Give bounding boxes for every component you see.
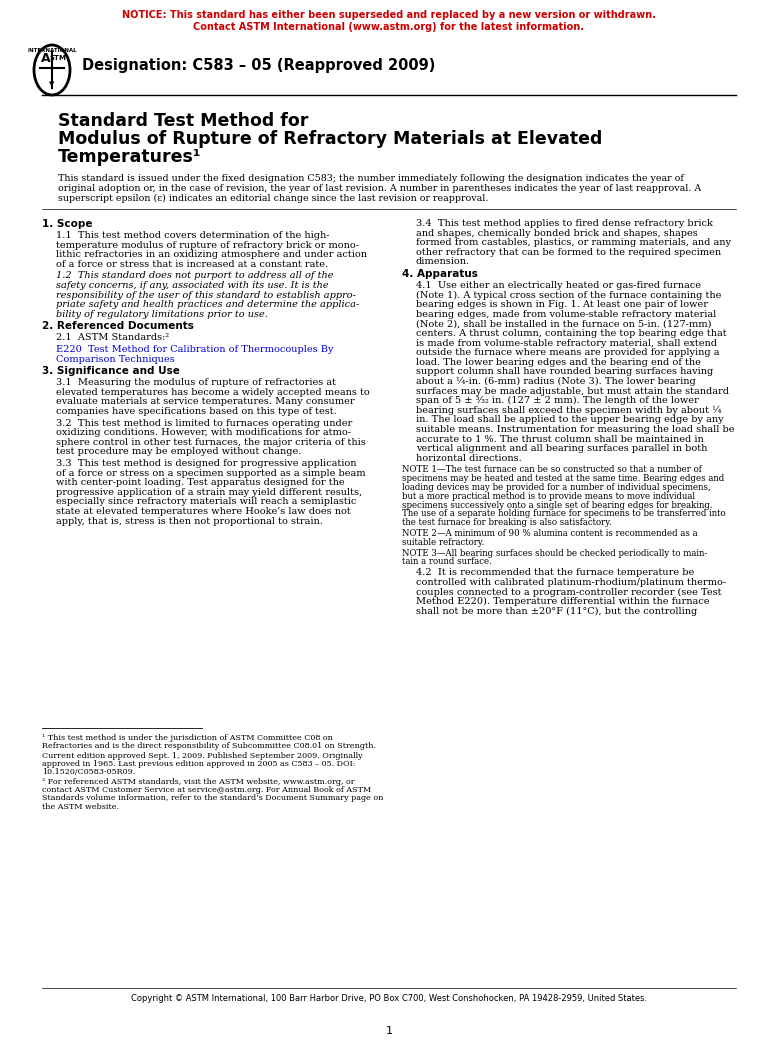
Text: controlled with calibrated platinum-rhodium/platinum thermo-: controlled with calibrated platinum-rhod… — [416, 578, 726, 587]
Text: ¹ This test method is under the jurisdiction of ASTM Committee C08 on: ¹ This test method is under the jurisdic… — [42, 734, 333, 742]
Text: 3.1  Measuring the modulus of rupture of refractories at: 3.1 Measuring the modulus of rupture of … — [56, 378, 336, 387]
Text: Temperatures¹: Temperatures¹ — [58, 148, 202, 166]
Text: progressive application of a strain may yield different results,: progressive application of a strain may … — [56, 488, 362, 497]
Text: vertical alignment and all bearing surfaces parallel in both: vertical alignment and all bearing surfa… — [416, 445, 707, 453]
Text: especially since refractory materials will reach a semiplastic: especially since refractory materials wi… — [56, 498, 356, 506]
Text: temperature modulus of rupture of refractory brick or mono-: temperature modulus of rupture of refrac… — [56, 240, 359, 250]
Text: specimens successively onto a single set of bearing edges for breaking.: specimens successively onto a single set… — [402, 501, 713, 510]
Text: tain a round surface.: tain a round surface. — [402, 557, 492, 566]
Text: bility of regulatory limitations prior to use.: bility of regulatory limitations prior t… — [56, 310, 268, 319]
Text: Current edition approved Sept. 1, 2009. Published September 2009. Originally: Current edition approved Sept. 1, 2009. … — [42, 752, 363, 760]
Text: Refractories and is the direct responsibility of Subcommittee C08.01 on Strength: Refractories and is the direct responsib… — [42, 742, 376, 751]
Text: 2.1  ASTM Standards:²: 2.1 ASTM Standards:² — [56, 333, 169, 342]
Text: NOTE 3—All bearing surfaces should be checked periodically to main-: NOTE 3—All bearing surfaces should be ch… — [402, 549, 707, 558]
Text: STM: STM — [50, 55, 66, 61]
Text: loading devices may be provided for a number of individual specimens,: loading devices may be provided for a nu… — [402, 483, 711, 492]
Text: with center-point loading. Test apparatus designed for the: with center-point loading. Test apparatu… — [56, 478, 345, 487]
Text: ² For referenced ASTM standards, visit the ASTM website, www.astm.org, or: ² For referenced ASTM standards, visit t… — [42, 778, 355, 786]
Text: shall not be more than ±20°F (11°C), but the controlling: shall not be more than ±20°F (11°C), but… — [416, 607, 697, 615]
Text: NOTE 1—The test furnace can be so constructed so that a number of: NOTE 1—The test furnace can be so constr… — [402, 465, 702, 475]
Text: priate safety and health practices and determine the applica-: priate safety and health practices and d… — [56, 300, 359, 309]
Text: and shapes, chemically bonded brick and shapes, shapes: and shapes, chemically bonded brick and … — [416, 229, 698, 237]
Text: Comparison Techniques: Comparison Techniques — [56, 355, 175, 363]
Text: elevated temperatures has become a widely accepted means to: elevated temperatures has become a widel… — [56, 388, 370, 397]
Text: E220  Test Method for Calibration of Thermocouples By: E220 Test Method for Calibration of Ther… — [56, 345, 334, 354]
Text: Modulus of Rupture of Refractory Materials at Elevated: Modulus of Rupture of Refractory Materia… — [58, 130, 602, 148]
Text: Copyright © ASTM International, 100 Barr Harbor Drive, PO Box C700, West Conshoh: Copyright © ASTM International, 100 Barr… — [131, 994, 647, 1002]
Text: Standard Test Method for: Standard Test Method for — [58, 112, 308, 130]
Text: ▼: ▼ — [49, 81, 54, 87]
Text: 3. Significance and Use: 3. Significance and Use — [42, 366, 180, 376]
Text: This standard is issued under the fixed designation C583; the number immediately: This standard is issued under the fixed … — [58, 174, 684, 183]
Text: NOTICE: This standard has either been superseded and replaced by a new version o: NOTICE: This standard has either been su… — [122, 10, 656, 20]
Text: approved in 1965. Last previous edition approved in 2005 as C583 – 05. DOI:: approved in 1965. Last previous edition … — [42, 760, 356, 768]
Text: superscript epsilon (ε) indicates an editorial change since the last revision or: superscript epsilon (ε) indicates an edi… — [58, 194, 489, 203]
Text: bearing surfaces shall exceed the specimen width by about ¼: bearing surfaces shall exceed the specim… — [416, 406, 721, 415]
Text: evaluate materials at service temperatures. Many consumer: evaluate materials at service temperatur… — [56, 398, 355, 406]
Text: accurate to 1 %. The thrust column shall be maintained in: accurate to 1 %. The thrust column shall… — [416, 434, 704, 443]
Text: centers. A thrust column, containing the top bearing edge that: centers. A thrust column, containing the… — [416, 329, 727, 338]
Text: test procedure may be employed without change.: test procedure may be employed without c… — [56, 448, 301, 456]
Text: outside the furnace where means are provided for applying a: outside the furnace where means are prov… — [416, 348, 720, 357]
Text: about a ¼-in. (6-mm) radius (Note 3). The lower bearing: about a ¼-in. (6-mm) radius (Note 3). Th… — [416, 377, 696, 386]
Text: responsibility of the user of this standard to establish appro-: responsibility of the user of this stand… — [56, 290, 356, 300]
Text: A: A — [41, 51, 51, 65]
Text: 1. Scope: 1. Scope — [42, 219, 93, 229]
Text: of a force or stress on a specimen supported as a simple beam: of a force or stress on a specimen suppo… — [56, 468, 366, 478]
Text: safety concerns, if any, associated with its use. It is the: safety concerns, if any, associated with… — [56, 281, 328, 290]
Text: 1.2  This standard does not purport to address all of the: 1.2 This standard does not purport to ad… — [56, 272, 334, 280]
Text: Method E220). Temperature differential within the furnace: Method E220). Temperature differential w… — [416, 596, 710, 606]
Text: (Note 2), shall be installed in the furnace on 5-in. (127-mm): (Note 2), shall be installed in the furn… — [416, 320, 712, 328]
Text: 4. Apparatus: 4. Apparatus — [402, 269, 478, 279]
Text: The use of a separate holding furnace for specimens to be transferred into: The use of a separate holding furnace fo… — [402, 509, 726, 518]
Text: oxidizing conditions. However, with modifications for atmo-: oxidizing conditions. However, with modi… — [56, 428, 351, 437]
Text: 10.1520/C0583-05R09.: 10.1520/C0583-05R09. — [42, 768, 135, 777]
Text: 3.3  This test method is designed for progressive application: 3.3 This test method is designed for pro… — [56, 459, 356, 468]
Text: lithic refractories in an oxidizing atmosphere and under action: lithic refractories in an oxidizing atmo… — [56, 250, 367, 259]
Text: horizontal directions.: horizontal directions. — [416, 454, 522, 463]
Text: specimens may be heated and tested at the same time. Bearing edges and: specimens may be heated and tested at th… — [402, 475, 724, 483]
Text: apply, that is, stress is then not proportional to strain.: apply, that is, stress is then not propo… — [56, 516, 323, 526]
Text: in. The load shall be applied to the upper bearing edge by any: in. The load shall be applied to the upp… — [416, 415, 724, 425]
Text: other refractory that can be formed to the required specimen: other refractory that can be formed to t… — [416, 248, 721, 257]
Text: INTERNATIONAL: INTERNATIONAL — [27, 48, 77, 53]
Text: sphere control in other test furnaces, the major criteria of this: sphere control in other test furnaces, t… — [56, 438, 366, 447]
Text: state at elevated temperatures where Hooke’s law does not: state at elevated temperatures where Hoo… — [56, 507, 351, 516]
Text: the ASTM website.: the ASTM website. — [42, 803, 119, 811]
Text: 4.2  It is recommended that the furnace temperature be: 4.2 It is recommended that the furnace t… — [416, 568, 694, 577]
Text: 2. Referenced Documents: 2. Referenced Documents — [42, 322, 194, 331]
Text: contact ASTM Customer Service at service@astm.org. For Annual Book of ASTM: contact ASTM Customer Service at service… — [42, 786, 371, 794]
Text: 3.4  This test method applies to fired dense refractory brick: 3.4 This test method applies to fired de… — [416, 219, 713, 228]
Text: NOTE 2—A minimum of 90 % alumina content is recommended as a: NOTE 2—A minimum of 90 % alumina content… — [402, 529, 698, 538]
Text: but a more practical method is to provide means to move individual: but a more practical method is to provid… — [402, 491, 695, 501]
Text: 1: 1 — [386, 1026, 392, 1036]
Text: formed from castables, plastics, or ramming materials, and any: formed from castables, plastics, or ramm… — [416, 238, 731, 247]
Text: suitable means. Instrumentation for measuring the load shall be: suitable means. Instrumentation for meas… — [416, 425, 734, 434]
Text: is made from volume-stable refractory material, shall extend: is made from volume-stable refractory ma… — [416, 338, 717, 348]
Text: of a force or stress that is increased at a constant rate.: of a force or stress that is increased a… — [56, 260, 328, 269]
Text: support column shall have rounded bearing surfaces having: support column shall have rounded bearin… — [416, 367, 713, 377]
Text: Contact ASTM International (www.astm.org) for the latest information.: Contact ASTM International (www.astm.org… — [194, 22, 584, 32]
Text: (Note 1). A typical cross section of the furnace containing the: (Note 1). A typical cross section of the… — [416, 290, 721, 300]
Text: dimension.: dimension. — [416, 257, 470, 266]
Text: couples connected to a program-controller recorder (see Test: couples connected to a program-controlle… — [416, 587, 721, 596]
Text: suitable refractory.: suitable refractory. — [402, 538, 485, 547]
Text: 1.1  This test method covers determination of the high-: 1.1 This test method covers determinatio… — [56, 231, 330, 240]
Text: bearing edges, made from volume-stable refractory material: bearing edges, made from volume-stable r… — [416, 310, 717, 319]
Text: span of 5 ± ³⁄₃₂ in. (127 ± 2 mm). The length of the lower: span of 5 ± ³⁄₃₂ in. (127 ± 2 mm). The l… — [416, 397, 699, 405]
Text: surfaces may be made adjustable, but must attain the standard: surfaces may be made adjustable, but mus… — [416, 386, 729, 396]
Text: the test furnace for breaking is also satisfactory.: the test furnace for breaking is also sa… — [402, 518, 612, 527]
Text: Standards volume information, refer to the standard’s Document Summary page on: Standards volume information, refer to t… — [42, 794, 384, 803]
Text: original adoption or, in the case of revision, the year of last revision. A numb: original adoption or, in the case of rev… — [58, 184, 701, 193]
Text: companies have specifications based on this type of test.: companies have specifications based on t… — [56, 407, 337, 416]
Text: 4.1  Use either an electrically heated or gas-fired furnace: 4.1 Use either an electrically heated or… — [416, 281, 701, 290]
Text: load. The lower bearing edges and the bearing end of the: load. The lower bearing edges and the be… — [416, 358, 701, 366]
Text: bearing edges is shown in Fig. 1. At least one pair of lower: bearing edges is shown in Fig. 1. At lea… — [416, 300, 708, 309]
Text: Designation: C583 – 05 (Reapproved 2009): Designation: C583 – 05 (Reapproved 2009) — [82, 58, 436, 73]
Text: 3.2  This test method is limited to furnaces operating under: 3.2 This test method is limited to furna… — [56, 418, 352, 428]
